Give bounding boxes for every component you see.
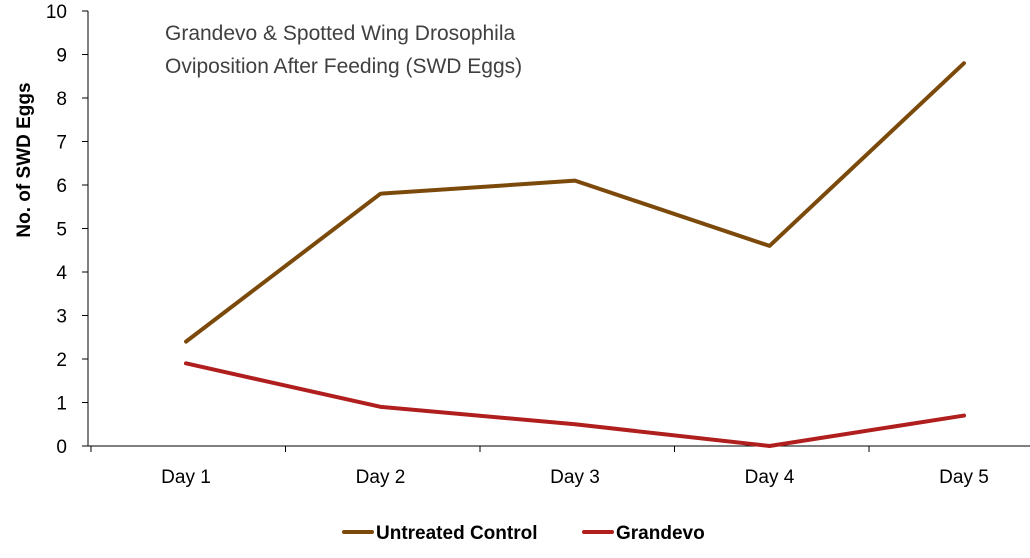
series-line-grandevo xyxy=(184,361,966,448)
series-line-untreated-control xyxy=(184,61,966,344)
x-tick-label: Day 4 xyxy=(745,467,795,488)
x-axis-ticks: Day 1 Day 2 Day 3 Day 4 Day 5 xyxy=(90,446,989,488)
y-axis-ticks: 0 1 2 3 4 5 6 7 8 9 10 xyxy=(46,2,88,458)
y-tick-label: 2 xyxy=(56,350,67,371)
y-tick-label: 0 xyxy=(56,437,67,458)
x-tick-label: Day 2 xyxy=(356,467,406,488)
x-tick-label: Day 1 xyxy=(161,467,211,488)
y-tick-label: 3 xyxy=(56,307,67,328)
y-tick-label: 1 xyxy=(56,394,67,415)
legend-label-grandevo: Grandevo xyxy=(616,523,705,544)
chart-title-line-2: Oviposition After Feeding (SWD Eggs) xyxy=(165,55,522,78)
series-group xyxy=(184,61,966,448)
y-tick-label: 10 xyxy=(46,2,67,23)
y-tick-label: 4 xyxy=(56,263,67,284)
x-tick-label: Day 5 xyxy=(939,467,989,488)
y-tick-label: 5 xyxy=(56,220,67,241)
y-axis-title: No. of SWD Eggs xyxy=(14,82,35,237)
y-tick-label: 8 xyxy=(56,89,67,110)
y-tick-label: 6 xyxy=(56,176,67,197)
y-tick-label: 9 xyxy=(56,46,67,67)
x-tick-label: Day 3 xyxy=(550,467,600,488)
legend: Untreated Control Grandevo xyxy=(342,523,705,544)
chart-title-line-1: Grandevo & Spotted Wing Drosophila xyxy=(165,22,516,45)
legend-label-untreated-control: Untreated Control xyxy=(376,523,538,544)
y-tick-label: 7 xyxy=(56,133,67,154)
